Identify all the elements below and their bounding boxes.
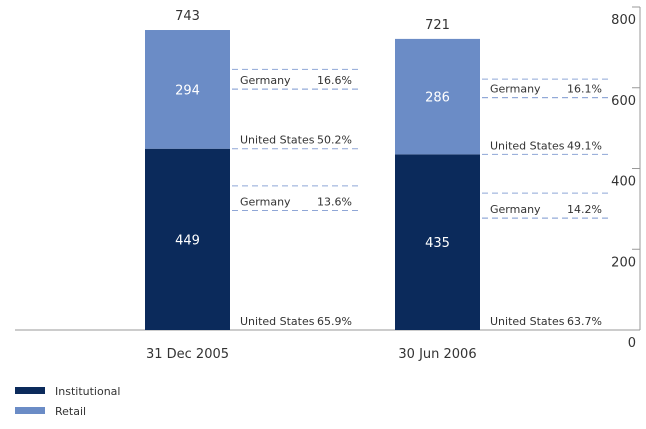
breakdown-name: United States [490, 139, 565, 152]
bar-value-label: 435 [425, 236, 450, 251]
bar-segment [145, 148, 230, 330]
y-tick-label: 600 [611, 94, 636, 109]
breakdown-name: Germany [490, 203, 541, 216]
breakdown-name: United States [240, 315, 315, 328]
x-tick-label: 31 Dec 2005 [146, 347, 229, 362]
total-label: 721 [425, 18, 450, 33]
legend-swatch [15, 407, 45, 414]
x-tick-label: 30 Jun 2006 [398, 347, 476, 362]
bar-segment [395, 38, 480, 155]
bar-segment [395, 154, 480, 330]
breakdown-value: 13.6% [317, 196, 352, 209]
breakdown-value: 63.7% [567, 315, 602, 328]
bar-value-label: 449 [175, 233, 200, 248]
y-tick-label: 0 [628, 336, 636, 351]
total-label: 743 [175, 9, 200, 24]
breakdown-value: 16.1% [567, 83, 602, 96]
bar-value-label: 286 [425, 91, 450, 106]
breakdown-name: Germany [240, 196, 291, 209]
breakdown-name: United States [240, 134, 315, 147]
y-tick-label: 200 [611, 255, 636, 270]
bar-value-label: 294 [175, 83, 200, 98]
y-tick-label: 800 [611, 13, 636, 28]
bar-segment [145, 30, 230, 149]
y-tick-label: 400 [611, 175, 636, 190]
breakdown-value: 49.1% [567, 139, 602, 152]
legend-label: Retail [55, 405, 86, 418]
breakdown-value: 65.9% [317, 315, 352, 328]
breakdown-name: United States [490, 315, 565, 328]
breakdown-name: Germany [490, 83, 541, 96]
breakdown-value: 14.2% [567, 203, 602, 216]
breakdown-name: Germany [240, 74, 291, 87]
legend-swatch [15, 387, 45, 394]
legend-label: Institutional [55, 385, 120, 398]
breakdown-value: 16.6% [317, 74, 352, 87]
breakdown-value: 50.2% [317, 134, 352, 147]
